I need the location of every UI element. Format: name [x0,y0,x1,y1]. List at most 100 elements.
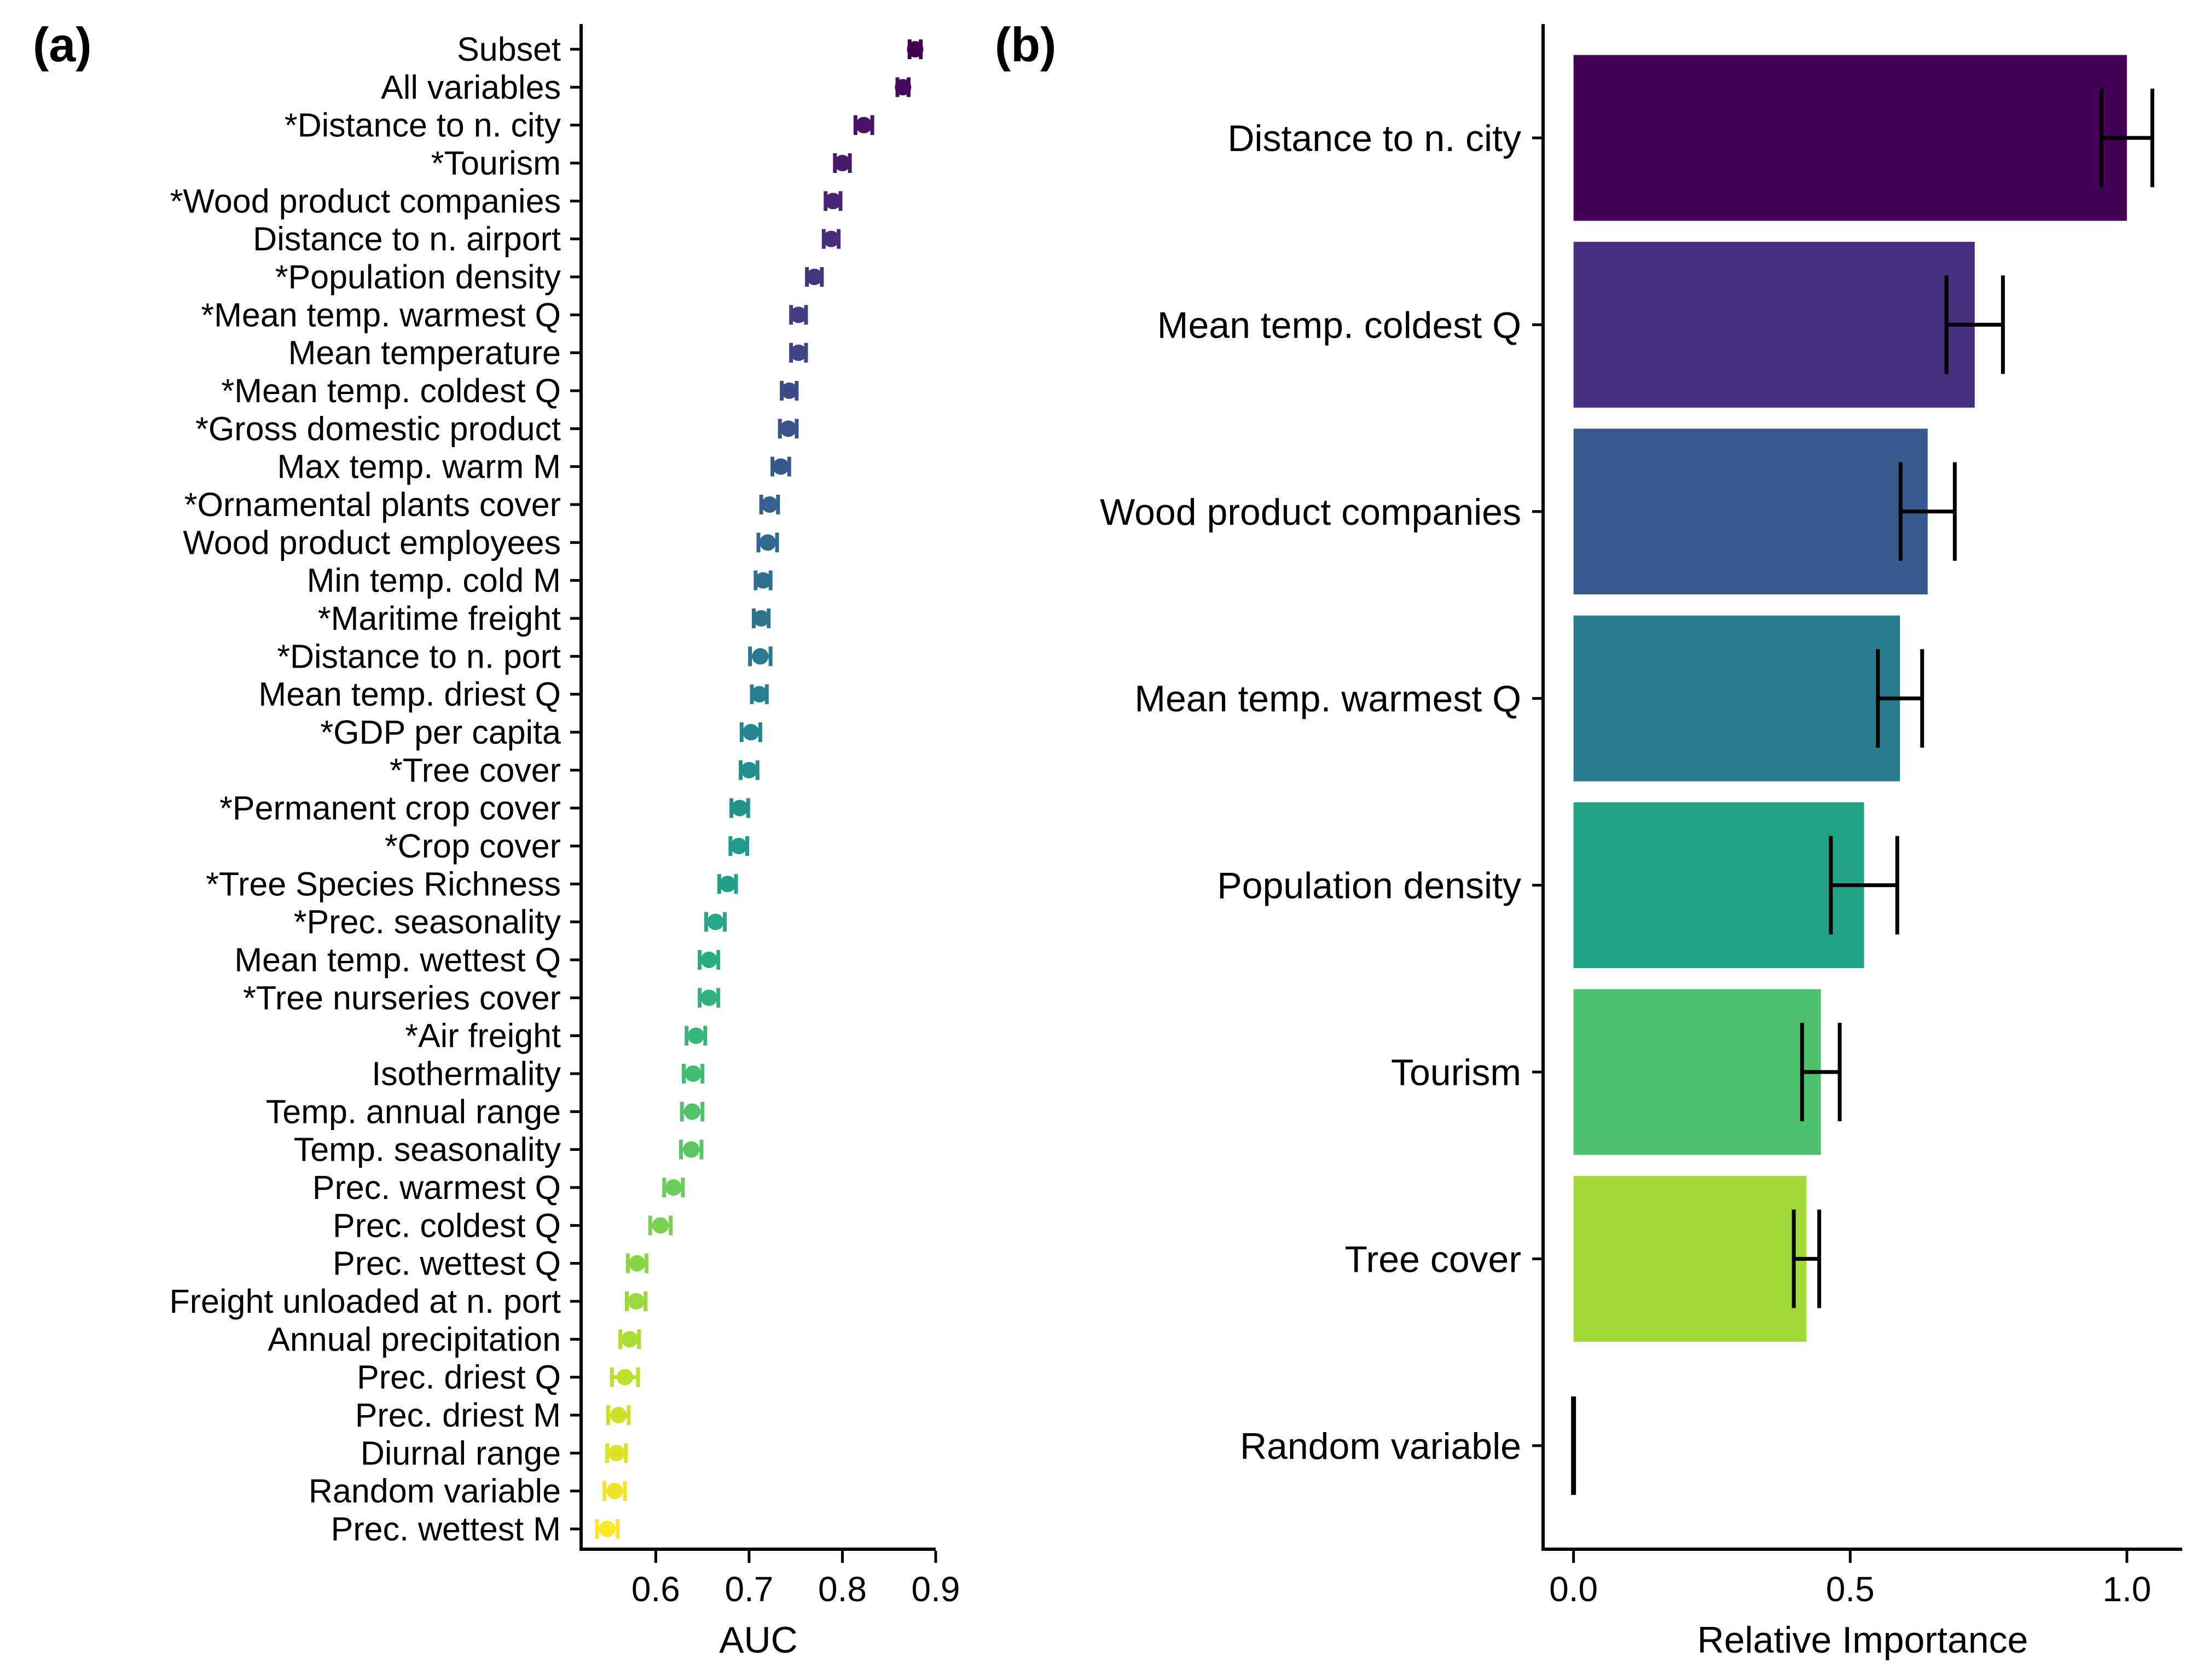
a-category-label: Temp. annual range [266,1093,561,1130]
panel-b-x-ticks: 0.0 0.5 1.0 [1549,1551,2151,1609]
a-category-label: *Tree Species Richness [206,865,561,902]
a-x-tick-label: 0.9 [912,1569,960,1609]
a-point-temp-seasonality [683,1141,700,1158]
a-point-ornamental-plants-cover [761,496,778,513]
a-point-mean-temp-warmest-q [790,306,807,323]
a-point-crop-cover [731,838,747,854]
a-category-label: Prec. warmest Q [312,1169,561,1206]
a-point-mean-temp-coldest-q [781,383,798,399]
a-category-label: Prec. driest Q [357,1359,561,1396]
a-point-prec-coldest-q [652,1217,669,1234]
a-category-label: *Crop cover [385,827,561,865]
a-category-label: Wood product employees [183,524,561,561]
b-category-label: Tourism [1391,1052,1521,1093]
a-point-min-temp-cold-m [755,572,772,589]
b-bar-mean-temp-coldest-q [1573,241,1975,408]
a-category-label: *Mean temp. warmest Q [201,296,561,333]
a-category-label: *Prec. seasonality [294,903,561,941]
b-category-label: Tree cover [1345,1238,1521,1280]
a-point-prec-wettest-m [599,1521,616,1537]
a-point-population-density [806,269,823,285]
a-x-tick-label: 0.8 [818,1569,867,1609]
panel-a-label: (a) [33,18,92,72]
b-bar-wood-product-companies [1573,428,1928,595]
panel-a-points [599,41,924,1537]
b-category-label: Mean temp. warmest Q [1134,678,1521,720]
a-point-all-variables [895,79,912,96]
a-category-label: *Ornamental plants cover [184,486,561,523]
a-category-label: Min temp. cold M [307,562,561,599]
a-point-freight-unloaded-at-n-port [628,1293,645,1310]
b-bar-population-density [1573,802,1864,969]
a-point-distance-to-n-airport [823,230,840,247]
a-point-mean-temp-wettest-q [700,952,717,968]
panel-b-bar-chart: (b) Distance to n. city Mean temp. coldes… [995,18,2182,1661]
panel-b-category-labels: Distance to n. city Mean temp. coldest Q W… [1100,118,1543,1467]
a-point-wood-product-companies [825,193,842,210]
a-point-prec-driest-q [617,1369,634,1386]
a-category-label: All variables [381,68,561,106]
a-point-annual-precipitation [621,1331,638,1348]
a-point-diurnal-range [608,1445,625,1462]
a-category-label: Annual precipitation [268,1320,561,1358]
a-category-label: Prec. wettest Q [333,1245,561,1282]
a-category-label: *Maritime freight [318,600,561,637]
b-bar-tourism [1573,989,1821,1155]
a-point-subset [907,41,924,57]
a-point-air-freight [687,1027,704,1044]
a-point-prec-wettest-q [629,1255,646,1272]
a-x-tick-label: 0.7 [724,1569,773,1609]
a-category-label: *GDP per capita [320,714,561,751]
a-category-label: Subset [457,31,561,68]
a-category-label: *Air freight [405,1017,561,1055]
a-point-random-variable [606,1482,623,1499]
a-point-temp-annual-range [683,1103,700,1120]
b-bar-mean-temp-warmest-q [1573,615,1900,781]
a-point-tourism [834,155,851,171]
b-category-label: Random variable [1240,1426,1521,1467]
a-point-maritime-freight [753,610,770,627]
a-category-label: Prec. coldest Q [333,1207,561,1244]
a-category-label: Freight unloaded at n. port [169,1283,561,1320]
a-category-label: Prec. wettest M [331,1510,561,1548]
a-point-mean-temp-driest-q [751,686,768,703]
panel-b-error-bars [1571,89,2154,1495]
a-point-max-temp-warm-m [772,458,789,475]
panel-b-x-axis-title: Relative Importance [1697,1619,2028,1661]
a-category-label: Prec. driest M [355,1397,561,1434]
a-category-label: Temp. seasonality [294,1131,561,1168]
b-x-tick-label: 1.0 [2102,1569,2151,1609]
b-category-label: Distance to n. city [1227,118,1521,159]
b-category-label: Population density [1217,865,1521,907]
a-category-label: Distance to n. airport [253,221,561,258]
a-point-mean-temperature [790,344,807,361]
b-x-tick-label: 0.0 [1549,1569,1598,1609]
a-category-label: Mean temperature [288,334,561,372]
a-category-label: Max temp. warm M [277,448,561,485]
a-category-label: *Wood product companies [170,182,561,219]
a-point-prec-warmest-q [665,1179,682,1196]
a-category-label: Random variable [309,1473,561,1510]
panel-a-x-ticks: 0.6 0.7 0.8 0.9 [631,1551,960,1609]
panel-b-label: (b) [995,18,1056,72]
a-category-label: *Tourism [431,144,561,182]
a-point-isothermality [685,1065,702,1082]
a-category-label: *Population density [275,258,561,296]
b-bar-distance-to-n-city [1573,55,2127,221]
a-point-tree-species-richness [719,876,736,893]
a-category-label: *Distance to n. port [277,638,561,675]
b-category-label: Wood product companies [1100,491,1521,533]
a-category-label: *Distance to n. city [285,107,561,144]
a-category-label: *Tree cover [390,751,561,789]
a-point-wood-product-employees [760,534,776,551]
a-x-tick-label: 0.6 [631,1569,680,1609]
a-point-tree-cover [740,762,757,779]
a-category-label: *Mean temp. coldest Q [222,372,561,409]
a-point-tree-nurseries-cover [700,989,717,1006]
a-category-label: *Permanent crop cover [219,790,561,827]
panel-b-bars [1573,55,2127,1342]
a-point-distance-to-n-port [752,648,769,665]
a-point-gross-domestic-product [780,420,797,437]
